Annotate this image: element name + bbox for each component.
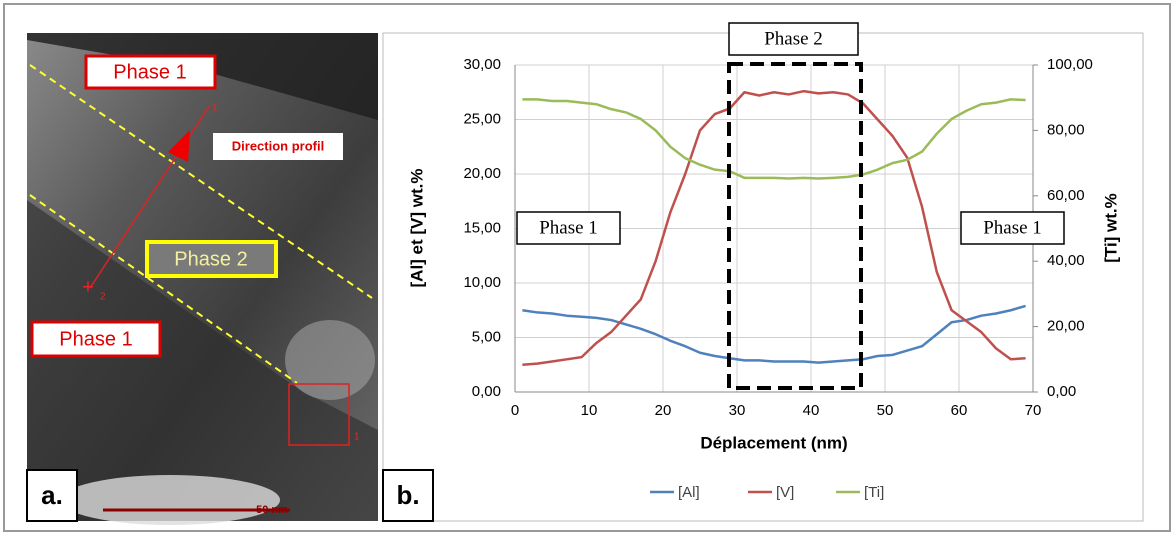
legend-label: [Ti] [864,484,884,501]
annotation-box [728,22,859,56]
scale-label: 50 nm [256,504,288,516]
legend-label: [Al] [678,484,700,501]
x-tick-label: 20 [655,402,672,419]
y-tick-label: 15,00 [463,219,501,236]
y2-tick-label: 20,00 [1047,318,1085,335]
chart: 0,00 5,00 10,00 15,00 20,00 25,00 30,00 0,00 20,… [382,22,1120,522]
label-box [145,240,278,278]
y-tick-label: 20,00 [463,165,501,182]
annotation-box [960,211,1065,245]
y-tick-label: 5,00 [472,328,501,345]
series-line [522,304,1026,364]
panel-label-box [382,469,434,522]
label-box [30,320,162,358]
annotation-box [516,211,621,245]
panel-label-box [26,469,78,522]
y2-tick-label: 40,00 [1047,252,1085,269]
label-box [213,133,343,160]
panel-label: b. [396,480,419,510]
dark-region [27,200,378,521]
y-tick-label: 10,00 [463,274,501,291]
x-tick-label: 10 [581,402,598,419]
series-line [522,89,1026,366]
phase-label: Phase 1 [59,328,132,350]
point-label: 1 [354,432,360,443]
x-tick-label: 70 [1025,402,1042,419]
y2-tick-label: 0,00 [1047,383,1076,400]
y-tick-label: 0,00 [472,383,501,400]
phase-boundary [29,64,373,299]
highlight-box [727,62,863,390]
annotation: Phase 1 [983,217,1042,238]
phase-label: Phase 1 [113,61,186,83]
marker: + [82,276,94,298]
y2-tick-label: 80,00 [1047,121,1085,138]
y-tick-label: 25,00 [463,110,501,127]
label-box [84,54,217,90]
panel-label: a. [41,480,63,510]
profile-line [89,104,211,289]
x-tick-label: 60 [951,402,968,419]
y2-tick-label: 60,00 [1047,187,1085,204]
direction-label: Direction profil [232,138,324,153]
y2-tick-label: 100,00 [1047,56,1093,73]
point-label: 1 [212,103,218,114]
direction-arrow [168,130,190,162]
roi-box [288,383,350,446]
x-axis-title: Déplacement (nm) [700,433,847,452]
x-tick-label: 30 [729,402,746,419]
point-label: 2 [100,292,106,303]
series-line [522,98,1026,180]
phase-label: Phase 2 [174,248,247,270]
annotation: Phase 2 [764,28,823,49]
x-tick-label: 40 [803,402,820,419]
bright-region [60,475,280,525]
annotation: Phase 1 [539,217,598,238]
y2-axis-title: [Ti] wt.% [1101,193,1120,263]
phase-boundary [29,194,298,384]
bright-region [285,320,375,400]
x-tick-label: 50 [877,402,894,419]
y-tick-label: 30,00 [463,56,501,73]
x-tick-label: 0 [511,402,519,419]
legend-label: [V] [776,484,794,501]
image-panel: + 1 2 1 Phase 1 Direction profil Phase 2… [26,33,378,525]
y-axis-title: [Al] et [V] wt.% [407,169,426,288]
